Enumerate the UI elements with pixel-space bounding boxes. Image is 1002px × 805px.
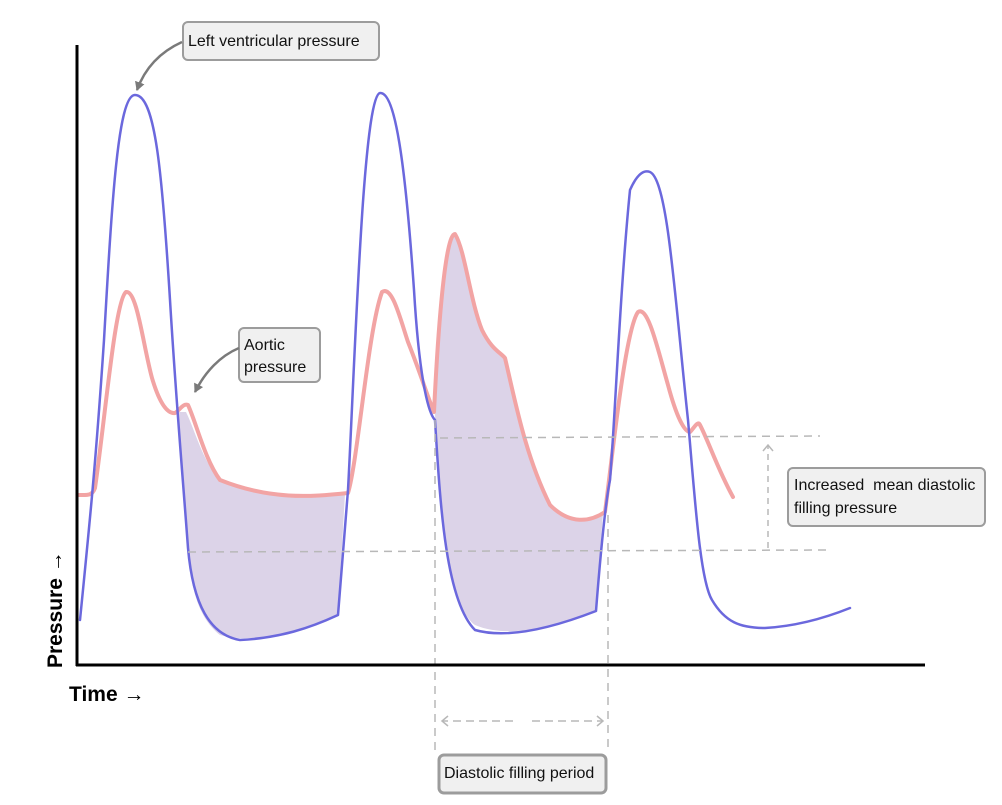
- lv-pressure-callout-label: Left ventricular pressure: [188, 33, 360, 50]
- aortic-pressure-callout-box: [238, 327, 321, 383]
- diastolic-period-callout-label: Diastolic filling period: [444, 765, 594, 782]
- aortic-pressure-callout-line2: pressure: [244, 359, 306, 376]
- diastolic-shade-1: [178, 412, 345, 639]
- diastolic-shade-2: [435, 234, 603, 632]
- increased-pressure-callout-line2: filling pressure: [794, 500, 897, 517]
- lv-pressure-line: [78, 91, 852, 642]
- increased-diastolic-reference-line: [439, 435, 821, 439]
- x-axis-label: Time →: [69, 683, 144, 706]
- increased-pressure-callout-box: [787, 467, 986, 527]
- aortic-pressure-callout-arrow: [193, 346, 240, 393]
- mean-diastolic-reference-line: [187, 549, 829, 553]
- increased-pressure-callout-line1: Increased mean diastolic: [794, 477, 975, 494]
- aortic-pressure-line: [76, 232, 735, 522]
- diastolic-period-callout-box: [437, 753, 608, 795]
- aortic-pressure-callout-line1: Aortic: [244, 337, 285, 354]
- y-axis-label: Pressure →: [44, 551, 67, 668]
- lv-pressure-callout-box: [182, 21, 380, 61]
- lv-pressure-callout-arrow: [135, 40, 183, 91]
